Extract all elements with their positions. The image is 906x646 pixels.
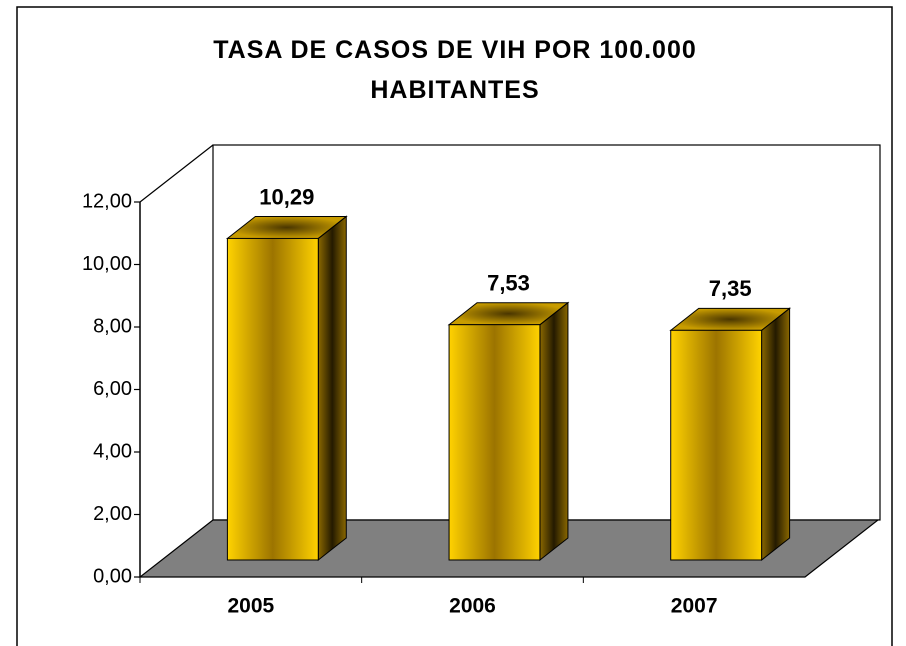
y-tick-label: 6,00 — [93, 378, 132, 400]
bar-side — [761, 307, 791, 562]
y-tick-label: 10,00 — [82, 253, 132, 275]
chart-title: TASA DE CASOS DE VIH POR 100.000 HABITAN… — [213, 36, 697, 104]
bar-front — [448, 324, 541, 561]
side-wall-edge — [139, 144, 214, 203]
x-tick-label: 2005 — [227, 595, 274, 618]
y-tick-label: 2,00 — [93, 503, 132, 525]
y-tick-label: 12,00 — [82, 190, 132, 212]
y-tick-label: 8,00 — [93, 315, 132, 337]
bar — [669, 307, 792, 562]
bar — [225, 215, 348, 562]
data-label: 10,29 — [259, 184, 314, 209]
bar-front — [226, 237, 319, 561]
bar-side — [317, 215, 347, 562]
y-tick-label: 0,00 — [93, 565, 132, 587]
x-tick-label: 2007 — [671, 595, 718, 618]
chart-border — [16, 6, 893, 646]
bar-front — [670, 329, 763, 561]
x-tick-label: 2006 — [449, 595, 496, 618]
bar — [447, 301, 570, 562]
data-label: 7,35 — [709, 276, 752, 301]
bar-side — [539, 301, 569, 562]
y-tick-label: 4,00 — [93, 440, 132, 462]
data-label: 7,53 — [487, 271, 530, 296]
